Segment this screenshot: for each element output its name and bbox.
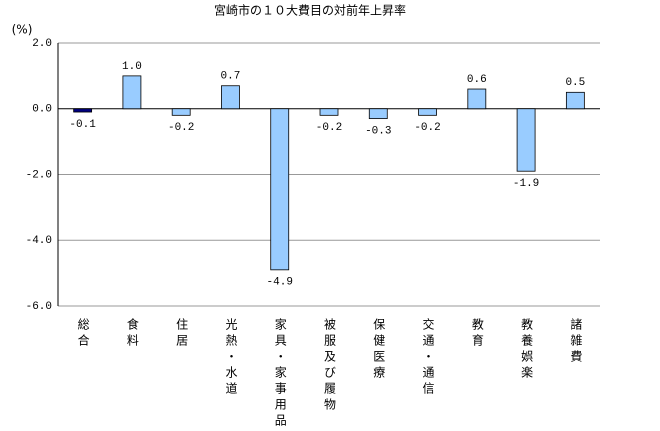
bar <box>122 75 142 110</box>
bar <box>467 88 487 110</box>
x-tick-label: 保健医療 <box>372 318 386 382</box>
value-label: 1.0 <box>122 61 142 73</box>
value-label: 0.6 <box>467 74 487 86</box>
y-tick-label: -2.0 <box>26 169 52 181</box>
bar <box>270 108 290 271</box>
bar <box>418 108 437 116</box>
x-tick-label: 教育 <box>470 317 484 350</box>
x-tick-label: 家具・家事用品 <box>273 317 287 430</box>
y-tick-label: -6.0 <box>26 301 52 313</box>
bar <box>516 108 536 172</box>
x-tick-label: 光熱・水道 <box>224 318 238 398</box>
x-tick-label: 総合 <box>76 318 90 350</box>
value-label: -1.9 <box>513 178 539 190</box>
x-tick-label: 被服及び履物 <box>323 318 337 414</box>
bar <box>221 85 240 110</box>
value-label: -0.1 <box>69 119 96 131</box>
bar <box>368 108 388 120</box>
y-unit: (%) <box>12 23 33 37</box>
value-label: -0.2 <box>316 122 342 134</box>
y-tick-label: 0.0 <box>32 104 52 116</box>
x-tick-label: 諸雑費 <box>569 317 583 366</box>
x-tick-label: 食料 <box>125 317 139 350</box>
value-label: -0.2 <box>414 122 440 134</box>
value-label: 0.5 <box>565 77 585 89</box>
value-label: -0.3 <box>365 126 391 138</box>
bar <box>73 108 93 113</box>
bar <box>319 108 339 116</box>
bar <box>565 91 585 110</box>
y-tick-label: 2.0 <box>32 38 52 50</box>
chart-title: 宮崎市の１０大費目の対前年上昇率 <box>214 3 406 18</box>
x-tick-label: 交通・通信 <box>421 317 435 398</box>
x-tick-label: 教養娯楽 <box>520 317 534 382</box>
value-label: -0.2 <box>168 122 194 134</box>
value-label: 0.7 <box>221 71 241 83</box>
y-tick-label: -4.0 <box>26 235 52 247</box>
x-tick-label: 住居 <box>175 318 189 350</box>
bar <box>171 108 191 116</box>
value-label: -4.9 <box>267 277 293 289</box>
